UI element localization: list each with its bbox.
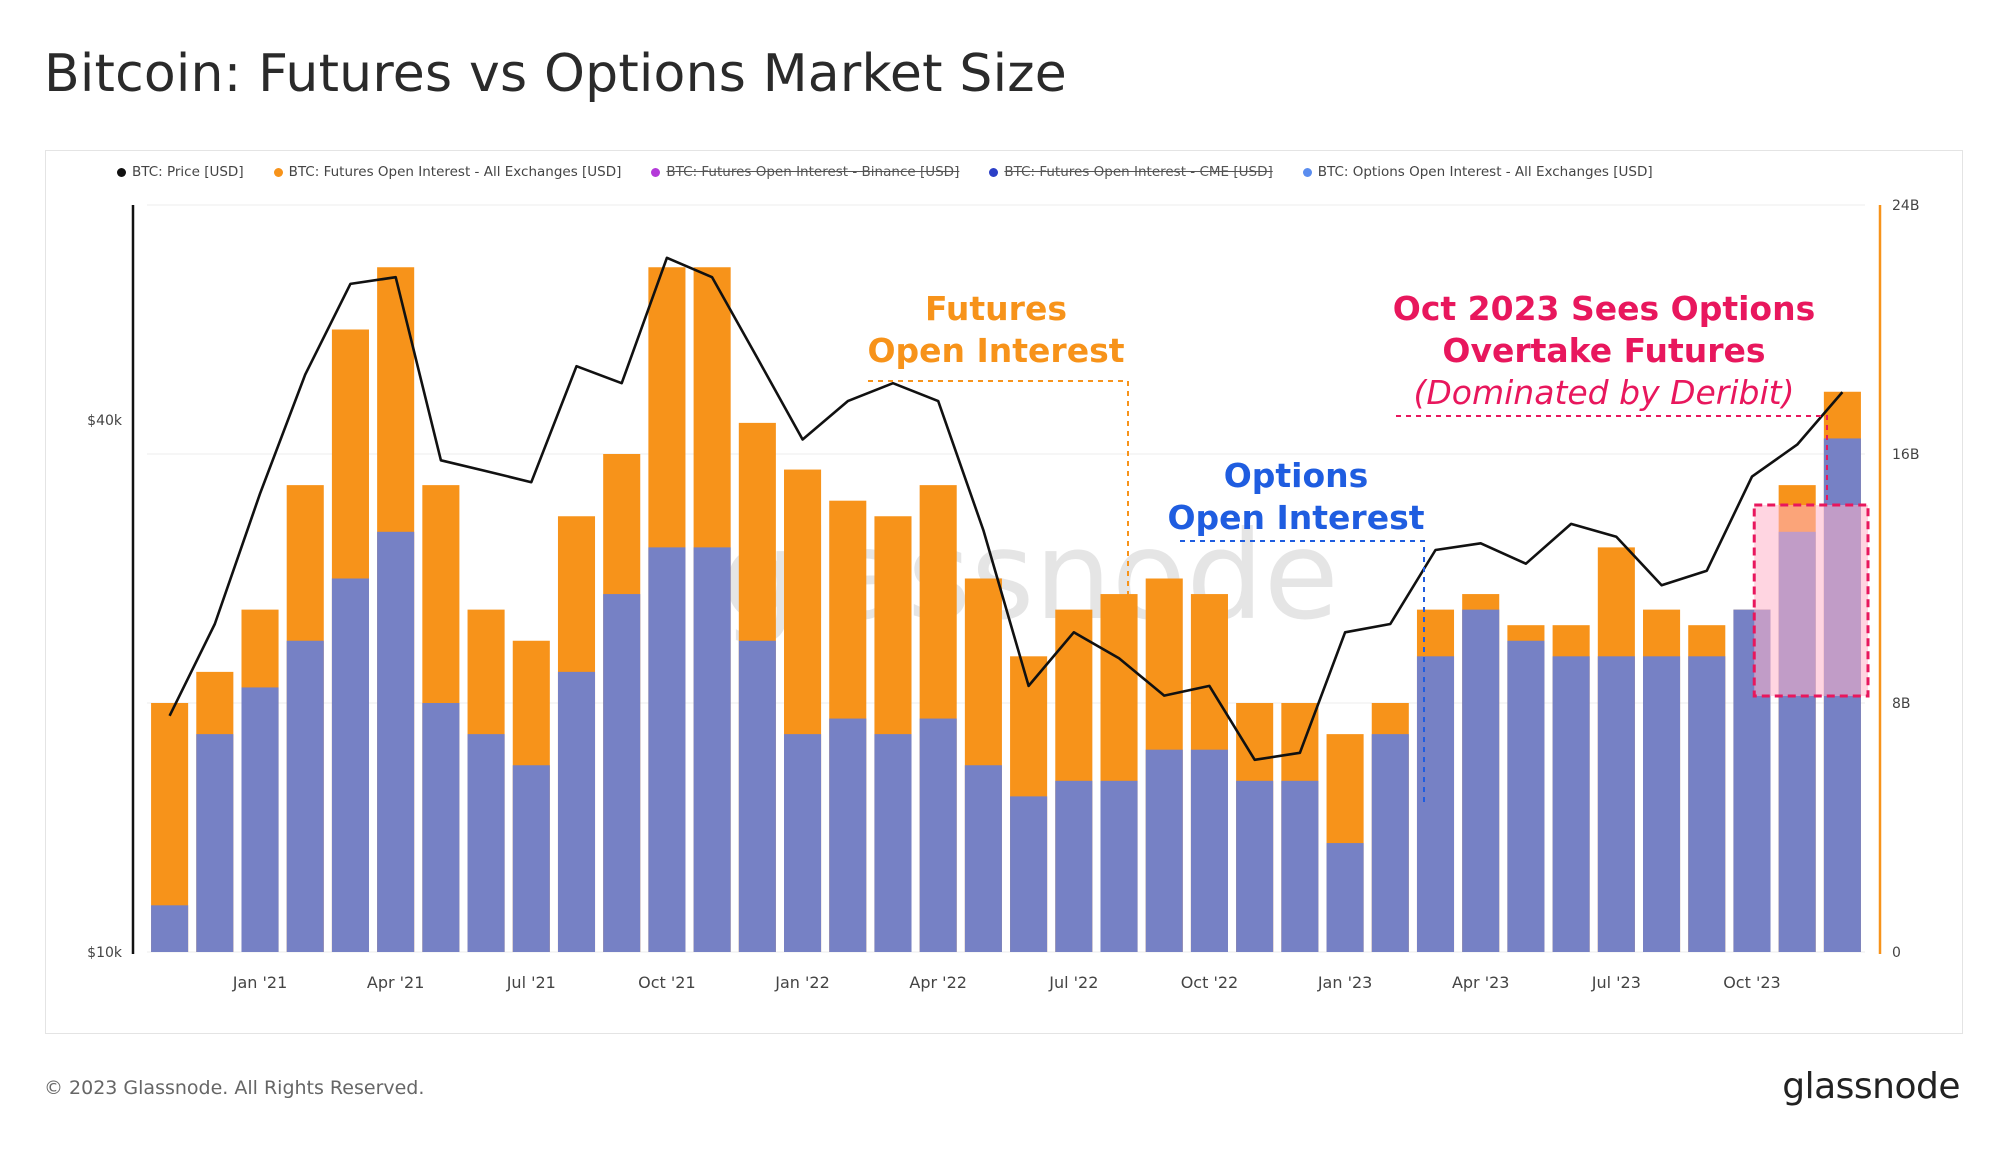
chart-legend: BTC: Price [USD] BTC: Futures Open Intere…: [117, 164, 1653, 180]
options-annotation-line2: Open Interest: [1167, 498, 1424, 537]
legend-dot-2: [651, 167, 661, 177]
right-axis-tick-label: 0: [1892, 945, 1901, 961]
options-oi-bar: [1100, 780, 1138, 952]
options-oi-bar: [467, 734, 505, 952]
options-oi-bar: [874, 734, 912, 952]
x-axis-tick-label: Jul '21: [506, 973, 556, 992]
legend-item-2[interactable]: BTC: Futures Open Interest - Binance [US…: [651, 164, 959, 180]
options-oi-bar: [1326, 843, 1364, 952]
right-axis-tick-label: 16B: [1892, 447, 1919, 463]
options-annotation-line1: Options: [1224, 456, 1369, 495]
options-oi-bar: [1281, 780, 1319, 952]
left-axis-tick-label: $10k: [87, 945, 123, 961]
options-oi-bar: [784, 734, 822, 952]
options-oi-bar: [738, 640, 776, 952]
options-oi-bar: [1145, 749, 1183, 952]
legend-dot-4: [1302, 167, 1312, 177]
options-oi-bar: [919, 718, 957, 952]
options-oi-bar: [1688, 656, 1726, 952]
legend-label-0: BTC: Price [USD]: [132, 164, 244, 180]
x-axis-tick-label: Apr '23: [1452, 973, 1510, 992]
options-oi-bar: [422, 703, 460, 952]
options-oi-bar: [557, 671, 596, 952]
options-oi-bar: [964, 765, 1002, 952]
options-oi-bar: [1055, 780, 1093, 952]
options-oi-bar: [151, 905, 189, 952]
legend-item-0[interactable]: BTC: Price [USD]: [117, 164, 244, 180]
x-axis-tick-label: Jul '23: [1591, 973, 1641, 992]
copyright: © 2023 Glassnode. All Rights Reserved.: [44, 1077, 425, 1099]
legend-label-4: BTC: Options Open Interest - All Exchang…: [1317, 164, 1653, 180]
futures-annotation-line1: Futures: [925, 289, 1067, 328]
legend-label-2: BTC: Futures Open Interest - Binance [US…: [666, 164, 960, 180]
page-title: Bitcoin: Futures vs Options Market Size: [44, 44, 1067, 104]
x-axis-tick-label: Jan '21: [232, 973, 288, 992]
right-axis-tick-label: 8B: [1892, 696, 1911, 712]
futures-annotation-line2: Open Interest: [867, 331, 1124, 370]
legend-item-3[interactable]: BTC: Futures Open Interest - CME [USD]: [989, 164, 1273, 180]
options-oi-bar: [648, 547, 686, 952]
glassnode-logo: glassnode: [1782, 1066, 1960, 1107]
options-oi-bar: [603, 594, 641, 952]
x-axis-tick-label: Oct '23: [1723, 973, 1781, 992]
options-oi-bar: [512, 765, 550, 952]
options-oi-bar: [1507, 640, 1545, 952]
legend-dot-0: [117, 167, 126, 177]
options-oi-bar: [1597, 656, 1635, 952]
oct-annotation-line2: Overtake Futures: [1442, 331, 1765, 370]
options-oi-bar: [693, 547, 731, 952]
oct-annotation-line3: (Dominated by Deribit): [1414, 373, 1795, 412]
legend-item-1[interactable]: BTC: Futures Open Interest - All Exchang…: [273, 164, 622, 180]
chart-frame: [45, 150, 1963, 1034]
options-oi-bar: [1236, 780, 1274, 952]
x-axis-tick-label: Jul '22: [1048, 973, 1098, 992]
options-oi-bar: [331, 578, 369, 952]
legend-label-1: BTC: Futures Open Interest - All Exchang…: [288, 164, 622, 180]
options-oi-bar: [1010, 796, 1048, 952]
x-axis-tick-label: Oct '22: [1181, 973, 1239, 992]
right-axis-tick-label: 24B: [1892, 198, 1919, 214]
options-annotation-leader: [1180, 540, 1425, 805]
options-oi-bar: [1552, 656, 1590, 952]
options-oi-bar: [1371, 734, 1409, 952]
options-oi-bar: [1643, 656, 1681, 952]
options-oi-bar: [1462, 609, 1500, 952]
x-axis-tick-label: Apr '21: [367, 973, 425, 992]
price-layer: [168, 256, 1844, 762]
options-oi-bar: [1416, 656, 1455, 952]
legend-dot-3: [989, 167, 999, 177]
legend-dot-1: [273, 167, 283, 177]
oct-2023-highlight-box: [1752, 503, 1870, 698]
annotations-layer: Futures Open Interest Options Open Inter…: [867, 289, 1828, 805]
options-oi-bar: [241, 687, 279, 952]
x-axis-tick-label: Apr '22: [909, 973, 967, 992]
watermark: glassnode: [721, 505, 1339, 647]
options-oi-bar: [286, 640, 324, 952]
futures-annotation-leader: [868, 380, 1129, 612]
options-oi-bar: [196, 734, 234, 952]
left-axis-tick-label: $40k: [87, 413, 123, 429]
x-axis-tick-label: Oct '21: [638, 973, 696, 992]
legend-item-4[interactable]: BTC: Options Open Interest - All Exchang…: [1302, 164, 1653, 180]
x-axis-tick-label: Jan '23: [1317, 973, 1373, 992]
oct-annotation-leader: [1396, 415, 1828, 505]
axes-layer: $10k $40k 0 8B 16B 24B Jan '21 Apr '21 Jul '21 Oc…: [87, 198, 1919, 992]
oct-annotation-line1: Oct 2023 Sees Options: [1393, 289, 1815, 328]
options-oi-bar: [1190, 749, 1228, 952]
options-oi-bar: [829, 718, 867, 952]
legend-label-3: BTC: Futures Open Interest - CME [USD]: [1004, 164, 1273, 180]
btc-price-line: [168, 256, 1844, 762]
x-axis-tick-label: Jan '22: [774, 973, 830, 992]
options-oi-bar: [377, 531, 415, 952]
